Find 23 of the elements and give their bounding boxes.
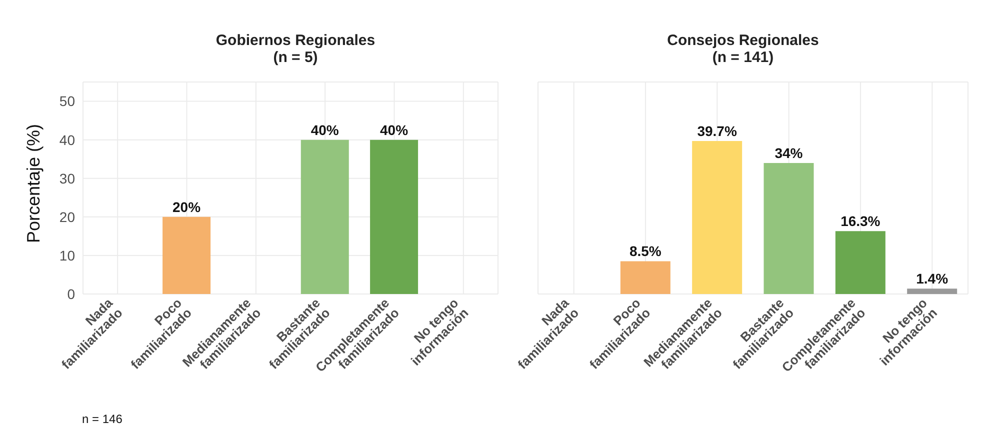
bar — [764, 162, 814, 294]
data-label: 20% — [172, 198, 202, 215]
data-label: 39.7% — [697, 122, 738, 139]
data-label: 40% — [310, 122, 340, 138]
y-tick-label: 40 — [59, 132, 76, 148]
bar — [907, 288, 958, 294]
text: n = 146 — [82, 412, 122, 426]
y-tick-label: 20 — [59, 208, 76, 225]
data-label: 16.3% — [840, 213, 881, 230]
data-label: 8.5% — [629, 243, 662, 260]
y-tick-label: 0 — [67, 286, 76, 302]
data-label: 1.4% — [916, 270, 949, 287]
y-tick-label: 30 — [59, 170, 76, 186]
chart-title: Consejos Regionales (n = 141) — [666, 32, 820, 66]
data-label: 40% — [380, 122, 409, 138]
y-tick-label: 50 — [59, 93, 76, 110]
bar — [620, 261, 670, 294]
bar — [692, 140, 742, 294]
y-tick-label: 10 — [59, 247, 76, 264]
data-label: 34% — [774, 144, 804, 161]
chart-title: Gobiernos Regionales (n = 5) — [214, 32, 376, 66]
bar — [835, 231, 886, 294]
y-axis-title: Porcentaje (%) — [23, 124, 44, 243]
